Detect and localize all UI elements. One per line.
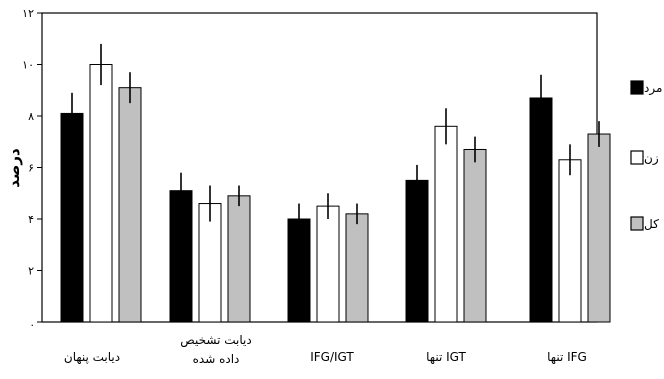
legend-label: مرد — [644, 81, 662, 96]
bar — [558, 159, 582, 323]
x-category-label: IFG/IGT — [310, 350, 354, 364]
bar — [60, 112, 84, 323]
bar — [587, 133, 611, 323]
bars — [60, 43, 611, 323]
legend-label: زن — [644, 151, 659, 166]
x-category-label: تنها IGT — [426, 350, 466, 364]
y-tick-label: ۱۲ — [22, 7, 34, 20]
bar — [463, 148, 487, 323]
bar — [89, 64, 113, 323]
y-axis-ticks: . ۲ ۴ ۶ ۸ ۱۰ ۱۲ — [22, 7, 42, 329]
bar — [345, 213, 369, 323]
x-category-label: داده شده — [193, 352, 240, 366]
y-tick-label: ۴ — [28, 213, 34, 226]
bar — [405, 179, 429, 323]
legend-swatch — [630, 150, 644, 165]
legend-swatch — [630, 80, 644, 95]
legend: مرد زن کل — [630, 80, 662, 231]
x-category-label: دیابت تشخیص — [180, 333, 251, 348]
legend-label: کل — [644, 217, 659, 231]
y-tick-label: ۱۰ — [22, 59, 34, 72]
x-category-label: تنها IFG — [547, 350, 587, 364]
bar — [118, 87, 142, 323]
y-axis-title: درصد — [5, 148, 23, 188]
bar — [169, 190, 193, 323]
y-tick-label: ۶ — [28, 162, 34, 175]
y-axis-label: درصد — [5, 148, 23, 188]
x-category-label: دیابت پنهان — [64, 350, 120, 364]
y-tick-label: . — [31, 316, 35, 329]
y-tick-label: ۸ — [28, 110, 34, 123]
category-labels: دیابت پنهان دیابت تشخیص داده شده IFG/IGT تنه… — [64, 333, 587, 366]
bar — [434, 125, 458, 323]
legend-swatch — [630, 216, 644, 231]
y-tick-label: ۲ — [28, 265, 34, 278]
bar — [529, 97, 553, 323]
bar — [316, 205, 340, 323]
bar — [227, 195, 251, 323]
